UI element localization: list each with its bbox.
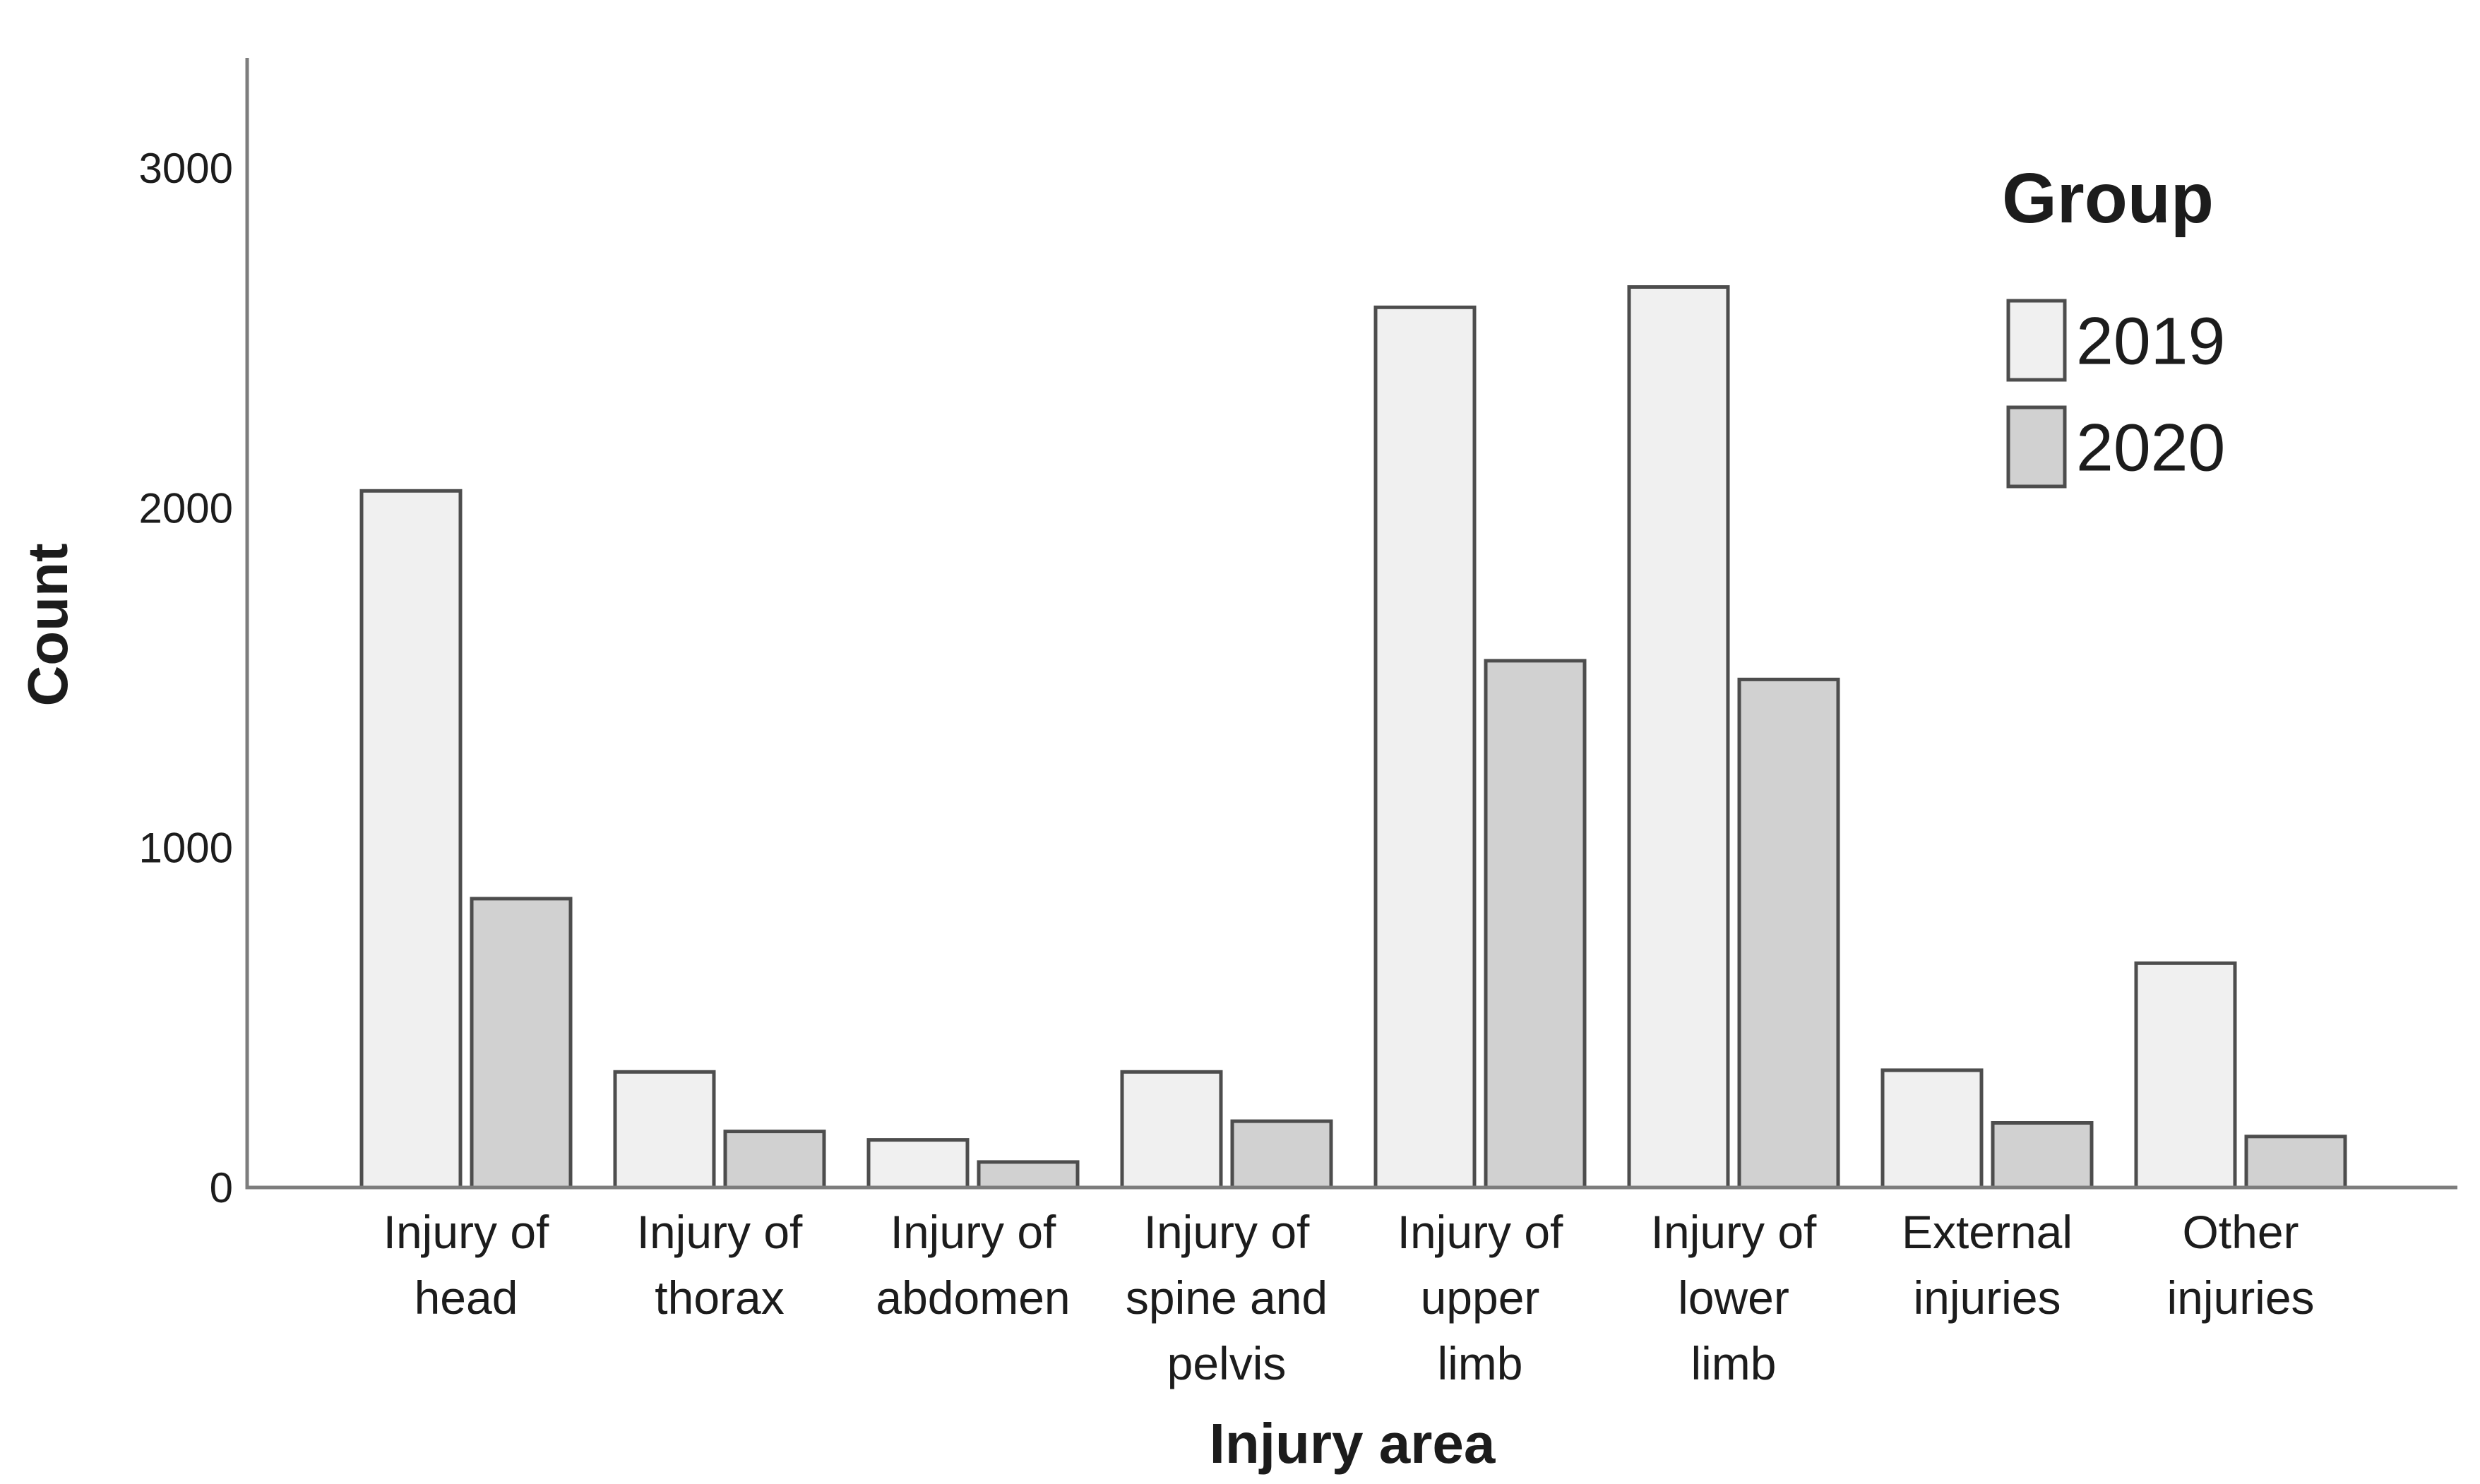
y-tick-label-2000: 2000: [139, 484, 233, 532]
bar-2020-injury-of-upper-limb: [1484, 659, 1587, 1190]
category-label-external-injuries-line-2: injuries: [1913, 1271, 2061, 1324]
category-label-external-injuries-line-1: External: [1902, 1206, 2073, 1258]
bar-2019-injury-of-spine-and-pelvis: [1120, 1070, 1223, 1190]
bar-2019-external-injuries: [1880, 1068, 1984, 1190]
bar-2019-injury-of-upper-limb: [1373, 305, 1477, 1190]
bar-2019-injury-of-head: [359, 489, 463, 1190]
category-label-injury-of-lower-limb-line-3: limb: [1691, 1337, 1776, 1389]
category-label-injury-of-upper-limb-line-3: limb: [1437, 1337, 1522, 1389]
bar-2020-injury-of-lower-limb: [1737, 677, 1840, 1190]
category-label-injury-of-thorax-line-2: thorax: [655, 1271, 784, 1324]
x-axis-title: Injury area: [1210, 1412, 1496, 1475]
category-label-injury-of-spine-and-pelvis-line-2: spine and: [1126, 1271, 1328, 1324]
y-tick-label-1000: 1000: [139, 825, 233, 872]
category-label-other-injuries-line-1: Other: [2182, 1206, 2299, 1258]
category-label-injury-of-lower-limb-line-1: Injury of: [1651, 1206, 1817, 1258]
category-label-injury-of-abdomen-line-2: abdomen: [876, 1271, 1070, 1324]
bar-2020-injury-of-thorax: [723, 1130, 826, 1190]
category-label-injury-of-head-line-2: head: [415, 1271, 518, 1324]
bar-2019-other-injuries: [2134, 961, 2237, 1190]
legend-label-2020: 2020: [2076, 410, 2225, 485]
legend-swatch-2020: [2006, 405, 2067, 489]
y-axis-title: Count: [16, 543, 79, 706]
bar-2020-injury-of-head: [470, 897, 573, 1190]
legend: Group 2019 2020: [2002, 159, 2225, 489]
category-label-injury-of-spine-and-pelvis-line-3: pelvis: [1167, 1337, 1287, 1389]
legend-title: Group: [2002, 159, 2214, 238]
x-category-labels-group: Injury of head Injury of thorax Injury of abd…: [383, 1206, 2315, 1389]
category-label-injury-of-head-line-1: Injury of: [383, 1206, 549, 1258]
category-label-injury-of-upper-limb-line-1: Injury of: [1397, 1206, 1563, 1258]
category-label-injury-of-lower-limb-line-2: lower: [1678, 1271, 1789, 1324]
category-label-injury-of-spine-and-pelvis-line-1: Injury of: [1144, 1206, 1310, 1258]
category-label-injury-of-abdomen-line-1: Injury of: [890, 1206, 1056, 1258]
category-label-other-injuries-line-2: injuries: [2166, 1271, 2314, 1324]
bar-2020-external-injuries: [1991, 1121, 2094, 1190]
bar-2019-injury-of-lower-limb: [1627, 285, 1730, 1190]
legend-swatch-2019: [2006, 299, 2067, 382]
bar-2020-injury-of-abdomen: [977, 1160, 1080, 1190]
category-label-injury-of-thorax-line-1: Injury of: [637, 1206, 803, 1258]
category-label-injury-of-upper-limb-line-2: upper: [1421, 1271, 1540, 1324]
bar-2019-injury-of-thorax: [613, 1070, 716, 1190]
bar-2019-injury-of-abdomen: [866, 1138, 970, 1190]
y-tick-label-3000: 3000: [139, 145, 233, 192]
bar-2020-injury-of-spine-and-pelvis: [1230, 1119, 1333, 1190]
y-tick-labels-group: 0 1000 2000 3000: [139, 145, 233, 1211]
y-tick-label-0: 0: [210, 1164, 233, 1211]
legend-label-2019: 2019: [2076, 304, 2225, 378]
bar-2020-other-injuries: [2244, 1135, 2347, 1190]
